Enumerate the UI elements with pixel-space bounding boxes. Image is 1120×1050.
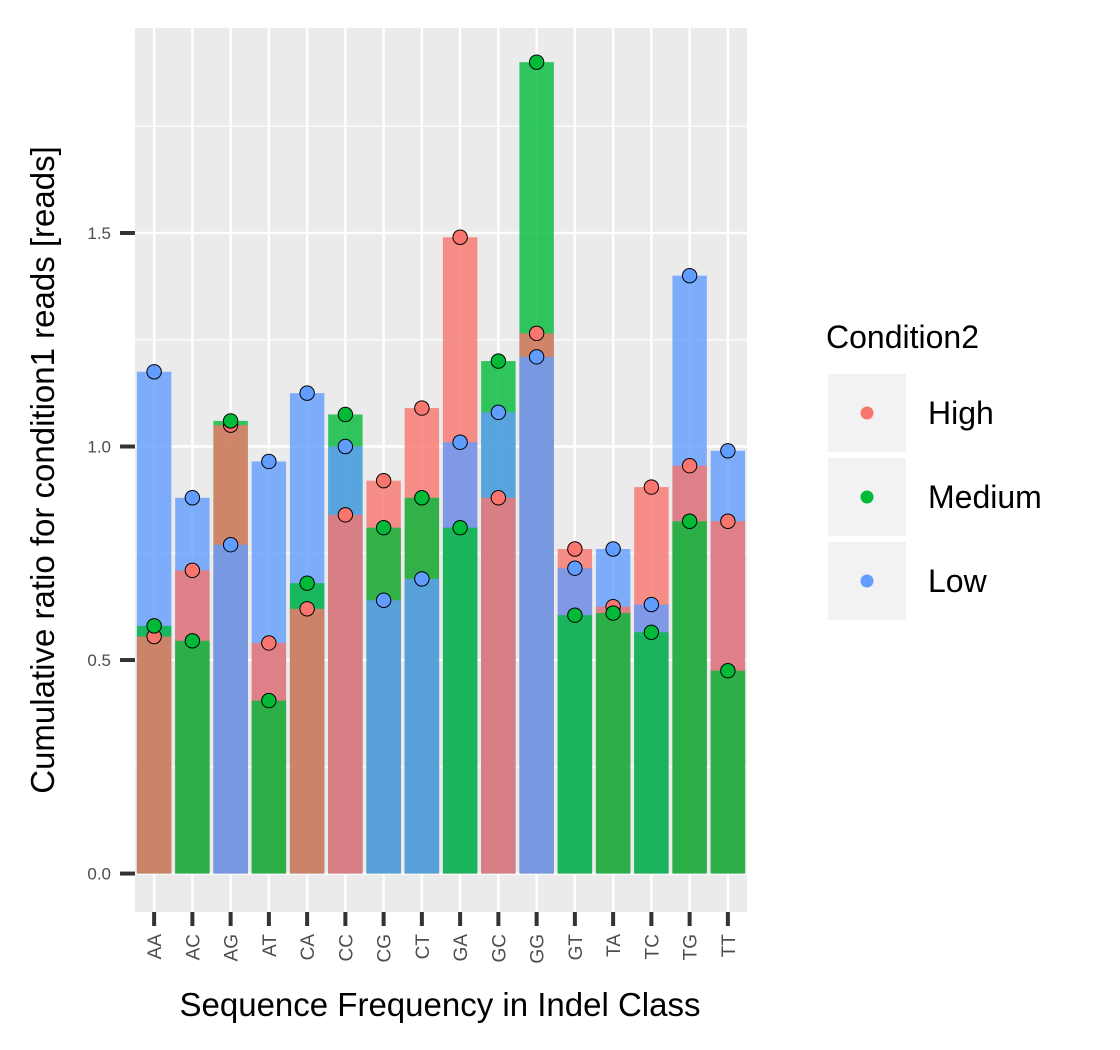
x-tick-label: AT	[260, 934, 281, 957]
point-AA-low	[146, 364, 162, 380]
point-GG-high	[528, 325, 545, 342]
point-CG-low	[375, 592, 392, 608]
legend-title: Condition2	[826, 319, 979, 355]
point-GA-low	[452, 434, 468, 450]
bar-TC-medium	[634, 632, 669, 874]
legend-label-high: High	[928, 395, 994, 431]
x-tick-label: AA	[145, 934, 166, 960]
point-AA-medium	[146, 618, 162, 634]
point-GT-low	[567, 560, 583, 576]
point-GG-medium	[528, 54, 545, 70]
point-AG-medium	[222, 413, 239, 429]
point-AT-low	[261, 453, 277, 470]
point-AC-medium	[184, 633, 201, 649]
bars-layer	[136, 62, 746, 874]
bar-CG-low	[366, 600, 401, 874]
bar-AA-high	[136, 636, 172, 874]
point-CC-low	[337, 438, 354, 455]
bar-TG-medium	[672, 521, 707, 874]
point-TT-high	[720, 513, 736, 529]
bar-GC-high	[481, 497, 516, 874]
x-tick-label: GG	[528, 934, 549, 964]
y-tick-label: 1.0	[87, 438, 111, 457]
point-CA-low	[299, 385, 315, 401]
point-CT-high	[414, 400, 430, 416]
point-CA-high	[299, 601, 315, 617]
bar-AT-medium	[251, 700, 287, 874]
x-tick-label: TC	[642, 934, 663, 959]
x-tick-label: CT	[413, 934, 434, 960]
x-axis: AA AC AG AT CA CC CG CT GA GC GG GT TA TC TG TT	[145, 912, 740, 964]
point-CC-medium	[337, 406, 354, 423]
point-GC-low	[490, 404, 507, 421]
x-tick-label: GC	[489, 934, 510, 963]
x-tick-label: TG	[681, 934, 702, 960]
x-tick-label: CA	[298, 934, 319, 961]
bar-GG-low	[519, 356, 554, 874]
x-tick-label: TT	[719, 934, 740, 958]
y-tick-label: 1.5	[87, 224, 111, 243]
x-tick-label: CG	[375, 934, 396, 963]
bar-CC-high	[328, 514, 363, 874]
x-tick-label: GA	[451, 934, 472, 962]
point-GC-medium	[490, 353, 507, 369]
point-AT-high	[261, 635, 277, 651]
point-GC-high	[490, 490, 507, 506]
point-TG-high	[681, 458, 698, 474]
point-TA-low	[605, 541, 621, 557]
bar-GT-medium	[557, 615, 593, 874]
x-tick-label: CC	[336, 934, 357, 961]
bar-AC-medium	[175, 640, 210, 874]
legend-label-low: Low	[928, 563, 988, 599]
x-tick-label: TA	[604, 934, 625, 957]
legend: Condition2 High Medium Low	[826, 319, 1042, 620]
x-tick-label: GT	[566, 934, 587, 961]
point-CG-medium	[375, 519, 392, 536]
point-CA-medium	[299, 575, 315, 591]
point-CC-high	[337, 507, 354, 523]
point-AC-low	[184, 490, 201, 506]
point-TA-medium	[605, 605, 621, 621]
legend-dot-high	[860, 406, 874, 420]
point-GG-low	[528, 349, 545, 365]
legend-dot-medium	[860, 490, 874, 504]
point-TT-medium	[720, 663, 736, 679]
bar-TT-medium	[710, 670, 746, 874]
point-CT-low	[414, 571, 430, 587]
bar-AG-low	[213, 544, 248, 874]
point-TC-low	[643, 596, 660, 613]
point-CG-high	[375, 472, 392, 489]
point-TG-medium	[681, 513, 698, 529]
points-layer	[146, 54, 736, 709]
bar-GA-medium	[442, 527, 478, 874]
point-GT-medium	[567, 607, 583, 623]
bar-TA-medium	[595, 613, 631, 874]
point-GT-high	[567, 541, 583, 557]
bar-CT-low	[404, 578, 440, 874]
legend-dot-low	[860, 574, 874, 588]
point-TG-low	[681, 267, 698, 284]
x-tick-label: AC	[183, 934, 204, 960]
point-TC-medium	[643, 624, 660, 640]
point-AG-low	[222, 537, 239, 553]
point-GA-medium	[452, 519, 468, 536]
bar-CA-high	[289, 608, 325, 874]
point-AT-medium	[261, 692, 277, 709]
x-axis-title: Sequence Frequency in Indel Class	[180, 986, 701, 1023]
y-axis-title: Cumulative ratio for condition1 reads [r…	[24, 146, 61, 794]
point-TT-low	[720, 443, 736, 459]
y-tick-label: 0.5	[87, 651, 111, 670]
point-TC-high	[643, 479, 660, 495]
point-CT-medium	[414, 490, 430, 506]
x-tick-label: AG	[222, 934, 243, 961]
legend-label-medium: Medium	[928, 479, 1042, 515]
point-AC-high	[184, 562, 201, 579]
y-tick-label: 0.0	[87, 865, 111, 884]
point-GA-high	[452, 229, 468, 245]
y-axis: 0.0 0.5 1.0 1.5	[87, 224, 135, 884]
